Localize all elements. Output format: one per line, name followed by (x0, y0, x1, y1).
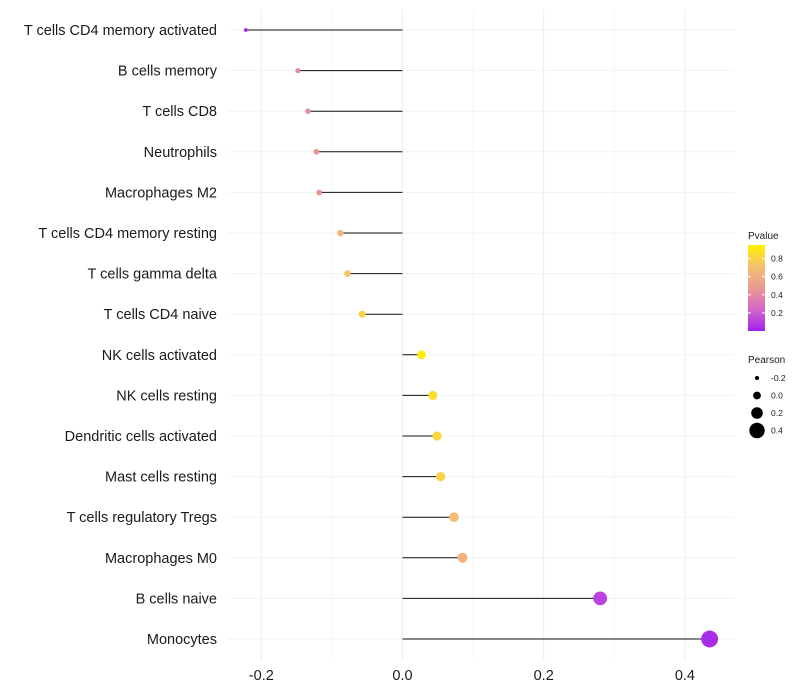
pearson-size-label: 0.4 (771, 426, 783, 436)
category-label: Dendritic cells activated (65, 429, 217, 445)
x-tick-label: 0.4 (675, 668, 695, 684)
category-label: T cells CD8 (142, 104, 217, 120)
lollipop-point (428, 390, 438, 400)
pearson-legend: Pearson -0.2 0.0 0.2 0.4 (748, 355, 786, 439)
pvalue-tick-label: 0.2 (771, 308, 783, 318)
pvalue-tick-label: 0.8 (771, 254, 783, 264)
lollipop-point (313, 148, 320, 155)
category-label: NK cells resting (116, 388, 217, 404)
category-label: Macrophages M0 (105, 551, 217, 567)
pearson-size-key (755, 376, 759, 380)
category-label: Neutrophils (144, 145, 217, 161)
lollipop-point (358, 310, 366, 318)
lollipop-point (316, 189, 323, 196)
lollipop-point (593, 591, 608, 606)
x-axis: -0.2 0.0 0.2 0.4 (249, 668, 695, 684)
pearson-size-label: 0.0 (771, 391, 783, 401)
category-label: T cells CD4 memory activated (24, 23, 217, 39)
lollipop-point (243, 28, 248, 32)
category-label: T cells gamma delta (88, 267, 218, 283)
category-axis: T cells CD4 memory activated B cells memo… (24, 23, 218, 648)
lollipop-point (305, 108, 311, 114)
category-label: T cells CD4 naive (104, 307, 217, 323)
pearson-legend-title: Pearson (748, 355, 785, 366)
lollipop-point (449, 512, 459, 523)
pearson-size-key (751, 407, 763, 419)
x-tick-label: 0.2 (534, 668, 554, 684)
lollipop-point (337, 229, 344, 237)
category-label: B cells memory (118, 64, 218, 80)
category-label: Mast cells resting (105, 470, 217, 486)
pvalue-tick-label: 0.4 (771, 290, 783, 300)
lollipop-point (417, 350, 426, 360)
pearson-size-key (749, 422, 765, 439)
category-label: T cells regulatory Tregs (67, 510, 217, 526)
pvalue-colorbar (748, 245, 765, 331)
lollipop-point (701, 630, 719, 648)
lollipop-point (457, 552, 468, 563)
x-tick-label: 0.0 (392, 668, 412, 684)
pearson-size-label: -0.2 (771, 373, 786, 383)
stem-layer (245, 29, 710, 640)
pvalue-legend-title: Pvalue (748, 231, 779, 242)
lollipop-point (295, 67, 301, 74)
grid-layer (228, 10, 735, 660)
x-tick-label: -0.2 (249, 668, 274, 684)
category-label: T cells CD4 memory resting (38, 226, 217, 242)
category-label: Macrophages M2 (105, 185, 217, 201)
lollipop-point (344, 270, 351, 277)
category-label: B cells naive (136, 591, 217, 607)
category-label: Monocytes (147, 632, 217, 648)
pearson-size-label: 0.2 (771, 408, 783, 418)
pvalue-tick-label: 0.6 (771, 272, 783, 282)
category-label: NK cells activated (102, 348, 217, 364)
pearson-size-key (753, 391, 761, 400)
lollipop-point (432, 431, 442, 441)
point-layer (243, 28, 719, 648)
pvalue-legend: Pvalue 0.2 0.4 0.6 0.8 (748, 231, 783, 331)
lollipop-point (435, 471, 446, 482)
